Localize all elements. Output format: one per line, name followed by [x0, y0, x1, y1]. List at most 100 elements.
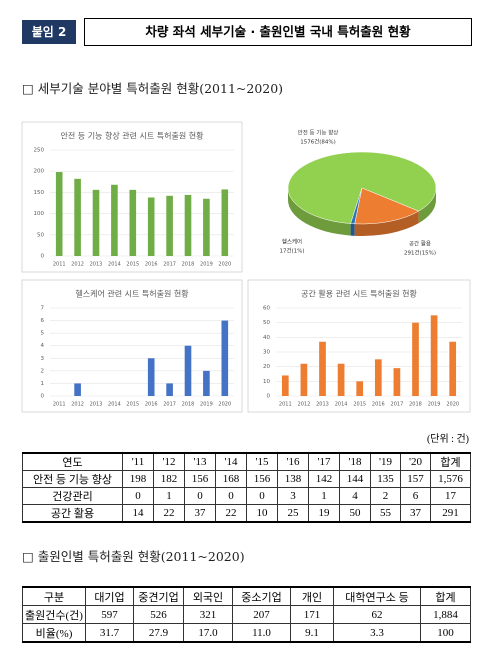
- cell: 22: [153, 504, 185, 523]
- header-cell: 중견기업: [133, 586, 184, 606]
- cell: 157: [400, 470, 431, 488]
- y-tick-label: 3: [41, 356, 45, 362]
- cell: 291: [430, 504, 471, 523]
- cell: 156: [246, 470, 278, 488]
- x-tick-label: 2012: [71, 402, 84, 408]
- cell: 321: [183, 605, 233, 624]
- cell: 건강관리: [22, 487, 123, 505]
- bar: [319, 341, 326, 396]
- y-tick-label: 4: [41, 343, 45, 349]
- cell: 135: [370, 470, 401, 488]
- bar: [92, 189, 100, 256]
- x-tick-label: 2012: [298, 402, 311, 408]
- pie-slice: [354, 187, 420, 225]
- x-tick-label: 2018: [182, 402, 195, 408]
- x-tick-label: 2019: [200, 262, 213, 268]
- y-tick-label: 60: [263, 306, 270, 312]
- cell: 1,884: [420, 605, 471, 624]
- header-cell: 대학연구소 등: [333, 586, 421, 606]
- cell: 0: [122, 487, 154, 505]
- header-cell: '15: [246, 452, 278, 471]
- cell: 25: [277, 504, 309, 523]
- cell: 207: [232, 605, 291, 624]
- x-tick-label: 2014: [108, 402, 121, 408]
- bar: [166, 383, 173, 396]
- bar: [281, 375, 289, 396]
- cell: 안전 등 기능 향상: [22, 470, 123, 488]
- cell: 17.0: [183, 623, 233, 643]
- header-cell: '17: [308, 452, 340, 471]
- cell: 597: [85, 605, 134, 624]
- cell: 0: [184, 487, 216, 505]
- x-tick-label: 2014: [108, 262, 121, 268]
- bar: [393, 368, 401, 396]
- y-tick-label: 250: [34, 148, 45, 154]
- pie-side: [350, 223, 355, 236]
- pie-side: [418, 188, 436, 224]
- cell: 3: [277, 487, 309, 505]
- header-cell: 외국인: [183, 586, 233, 606]
- y-tick-label: 150: [34, 190, 45, 196]
- cell: 171: [290, 605, 334, 624]
- table-row: 구분 대기업 중견기업 외국인 중소기업 개인 대학연구소 등 합계: [22, 586, 471, 606]
- x-tick-label: 2016: [145, 262, 158, 268]
- cell: 142: [308, 470, 340, 488]
- x-tick-label: 2017: [391, 402, 404, 408]
- cell: 144: [339, 470, 371, 488]
- bar: [449, 341, 457, 396]
- cell: 1: [153, 487, 185, 505]
- cell: 198: [122, 470, 154, 488]
- header-cell: 개인: [290, 586, 334, 606]
- cell: 27.9: [133, 623, 184, 643]
- x-tick-label: 2011: [53, 262, 66, 268]
- y-tick-label: 6: [41, 318, 45, 324]
- y-tick-label: 0: [267, 394, 271, 400]
- x-tick-label: 2020: [446, 402, 459, 408]
- bar: [356, 381, 364, 396]
- y-tick-label: 40: [263, 335, 270, 341]
- cell: 182: [153, 470, 185, 488]
- x-tick-label: 2017: [163, 402, 176, 408]
- cell: 22: [215, 504, 247, 523]
- cell: 4: [339, 487, 371, 505]
- bar: [430, 315, 438, 396]
- bar: [184, 345, 192, 396]
- x-tick-label: 2016: [145, 402, 158, 408]
- bar: [412, 322, 419, 396]
- cell: 62: [333, 605, 421, 624]
- x-tick-label: 2019: [428, 402, 441, 408]
- x-tick-label: 2014: [335, 402, 348, 408]
- bar: [300, 363, 308, 396]
- y-tick-label: 10: [263, 379, 270, 385]
- bar: [74, 383, 81, 396]
- x-tick-label: 2016: [372, 402, 385, 408]
- y-tick-label: 0: [41, 394, 45, 400]
- bar: [74, 178, 81, 256]
- cell: 1: [308, 487, 340, 505]
- y-tick-label: 7: [41, 306, 45, 312]
- header-cell: 합계: [420, 586, 471, 606]
- x-tick-label: 2013: [316, 402, 329, 408]
- slice-label: 공간 활용: [409, 240, 431, 248]
- slice-value-label: 1576건(84%): [300, 139, 336, 146]
- cell: 19: [308, 504, 340, 523]
- header-cell: 연도: [22, 452, 123, 471]
- x-tick-label: 2012: [71, 262, 84, 268]
- section-title: □ 출원인별 특허출원 현황(2011~2020): [22, 549, 245, 564]
- cell: 0: [246, 487, 278, 505]
- x-tick-label: 2015: [126, 402, 139, 408]
- header-cell: '12: [153, 452, 185, 471]
- cell: 10: [246, 504, 278, 523]
- header-cell: 합계: [430, 452, 471, 471]
- bar: [337, 363, 345, 396]
- charts: 안전 등 기능 향상 관련 시트 특허출원 현황0501001502002502…: [21, 121, 471, 413]
- table-row: 안전 등 기능 향상 198 182 156 168 156 138 142 144 135 157…: [22, 470, 471, 488]
- cell: 3.3: [333, 623, 421, 643]
- slice-value-label: 291건(15%): [404, 250, 436, 257]
- cell: 2: [370, 487, 401, 505]
- cell: 9.1: [290, 623, 334, 643]
- bar: [374, 359, 382, 396]
- header-cell: '14: [215, 452, 247, 471]
- bar: [203, 370, 210, 396]
